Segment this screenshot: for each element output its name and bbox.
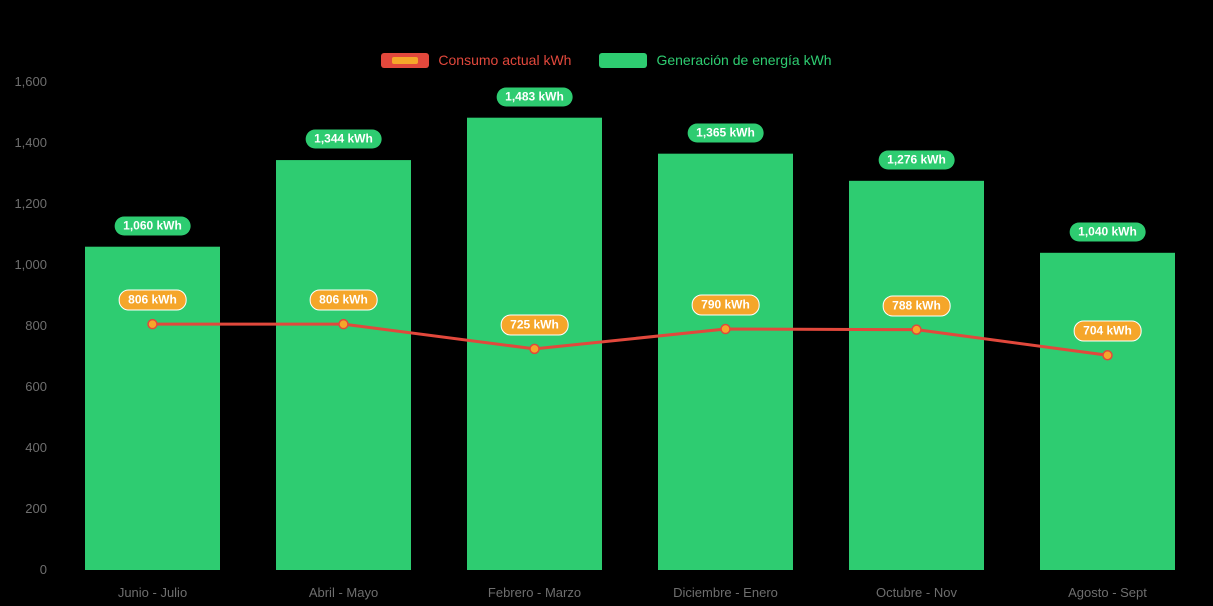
bar-3[interactable] [658, 153, 793, 571]
generacion-swatch-icon [599, 52, 648, 68]
consumo-swatch-icon [381, 52, 430, 68]
bar-4[interactable] [849, 180, 984, 570]
line-point-2[interactable] [529, 343, 540, 355]
legend-item-consumo[interactable]: Consumo actual kWh [381, 52, 571, 68]
legend-item-generacion[interactable]: Generación de energía kWh [599, 52, 832, 68]
legend-label-consumo: Consumo actual kWh [438, 52, 572, 68]
line-point-4[interactable] [911, 324, 922, 335]
consumo-line [152, 322, 1108, 357]
bar-1[interactable] [276, 160, 411, 570]
legend-label-generacion: Generación de energía kWh [656, 52, 832, 68]
consumo-swatch-inner [392, 56, 419, 64]
line-point-1[interactable] [338, 318, 349, 330]
line-point-0[interactable] [147, 318, 158, 330]
line-point-5[interactable] [1102, 350, 1113, 361]
legend: Consumo actual kWh Generación de energía… [0, 52, 1213, 68]
bar-0[interactable] [85, 246, 220, 570]
bar-5[interactable] [1040, 252, 1175, 571]
line-point-3[interactable] [720, 323, 731, 335]
